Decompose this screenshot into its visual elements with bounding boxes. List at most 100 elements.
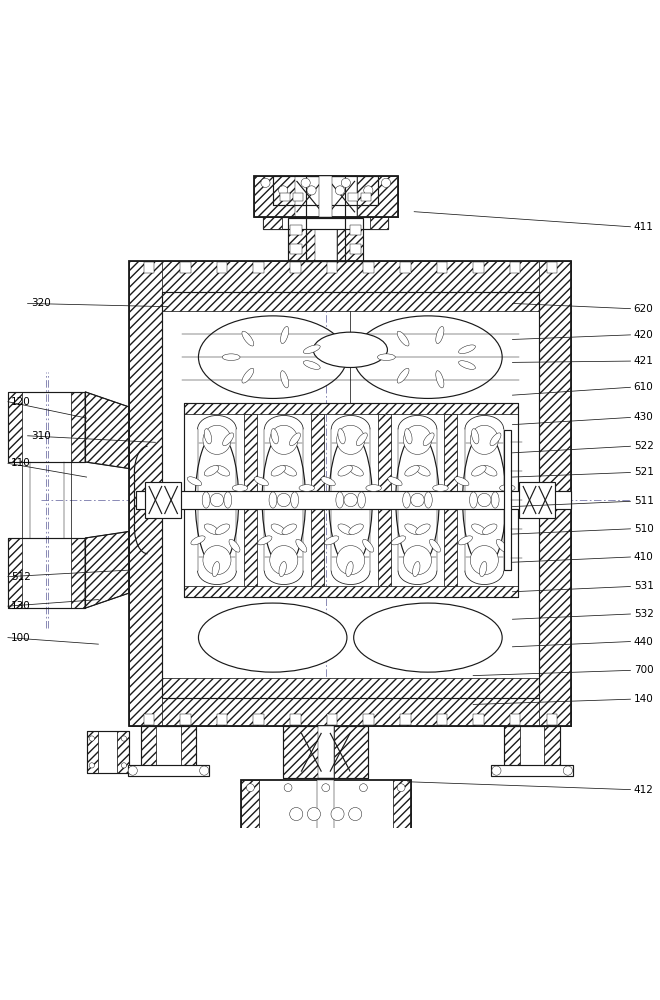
Ellipse shape (354, 603, 502, 672)
Bar (473, 262, 484, 273)
Bar (437, 262, 447, 273)
Bar (361, 193, 371, 201)
Polygon shape (85, 392, 129, 469)
Ellipse shape (304, 361, 320, 369)
Circle shape (246, 784, 254, 792)
Bar (510, 714, 520, 725)
Ellipse shape (412, 561, 420, 577)
Text: 420: 420 (634, 330, 653, 340)
Circle shape (331, 807, 344, 821)
Ellipse shape (436, 371, 444, 388)
Ellipse shape (479, 561, 487, 577)
Circle shape (277, 493, 290, 507)
Ellipse shape (291, 492, 298, 508)
Circle shape (492, 766, 501, 775)
Bar (232, 850, 269, 866)
Ellipse shape (296, 539, 307, 552)
Ellipse shape (304, 345, 320, 354)
Bar (217, 714, 227, 725)
Bar (217, 262, 227, 273)
Ellipse shape (405, 466, 419, 476)
Polygon shape (244, 414, 257, 586)
Circle shape (344, 493, 357, 507)
Bar (383, 850, 391, 866)
Ellipse shape (202, 492, 210, 508)
Ellipse shape (403, 546, 432, 575)
Ellipse shape (348, 466, 364, 476)
Bar (288, 218, 306, 261)
Ellipse shape (338, 524, 352, 534)
Text: 531: 531 (634, 581, 653, 591)
Ellipse shape (403, 492, 411, 508)
Bar (283, 726, 368, 778)
Circle shape (301, 178, 310, 187)
Ellipse shape (279, 561, 286, 577)
Text: 511: 511 (634, 496, 653, 506)
Ellipse shape (358, 492, 366, 508)
Circle shape (341, 178, 350, 187)
Ellipse shape (232, 485, 248, 491)
Polygon shape (183, 586, 517, 597)
Bar (145, 482, 182, 518)
Ellipse shape (215, 524, 230, 534)
Ellipse shape (204, 429, 212, 444)
Ellipse shape (354, 316, 502, 398)
Bar (306, 176, 315, 261)
Text: 620: 620 (634, 304, 653, 314)
Ellipse shape (455, 477, 469, 486)
Circle shape (322, 830, 329, 838)
Bar (240, 780, 259, 842)
Bar (253, 714, 264, 725)
Ellipse shape (270, 425, 298, 454)
Polygon shape (444, 414, 457, 586)
Bar (228, 865, 273, 873)
Ellipse shape (199, 603, 347, 672)
Bar (86, 731, 98, 773)
Circle shape (360, 784, 368, 792)
Bar (345, 218, 364, 261)
Ellipse shape (338, 429, 345, 444)
Ellipse shape (290, 433, 300, 446)
Polygon shape (539, 261, 572, 726)
Bar (364, 262, 374, 273)
Bar (290, 714, 300, 725)
Ellipse shape (229, 539, 240, 552)
Ellipse shape (204, 524, 219, 534)
Text: 510: 510 (634, 524, 653, 534)
Bar (136, 491, 572, 509)
Ellipse shape (405, 524, 419, 534)
Ellipse shape (191, 536, 205, 545)
Ellipse shape (282, 466, 296, 476)
Ellipse shape (471, 425, 498, 454)
Ellipse shape (397, 368, 409, 383)
Text: 310: 310 (31, 431, 51, 441)
Ellipse shape (366, 485, 381, 491)
Ellipse shape (500, 485, 515, 491)
Bar (383, 850, 420, 866)
Circle shape (199, 766, 209, 775)
Polygon shape (162, 292, 539, 311)
Bar (544, 726, 560, 767)
Ellipse shape (472, 524, 486, 534)
Polygon shape (378, 414, 391, 586)
Ellipse shape (482, 466, 497, 476)
Polygon shape (129, 261, 162, 726)
Circle shape (128, 766, 137, 775)
Text: 130: 130 (11, 601, 31, 611)
Bar (315, 176, 337, 261)
Ellipse shape (348, 524, 364, 534)
Circle shape (261, 178, 270, 187)
Ellipse shape (433, 485, 448, 491)
Bar (327, 262, 337, 273)
Ellipse shape (314, 332, 387, 367)
Ellipse shape (416, 524, 430, 534)
Bar (412, 850, 420, 866)
Polygon shape (8, 392, 22, 462)
Ellipse shape (195, 433, 239, 567)
Ellipse shape (337, 546, 365, 575)
Polygon shape (85, 531, 129, 608)
Bar (261, 850, 269, 866)
Ellipse shape (222, 354, 240, 360)
Polygon shape (129, 261, 572, 292)
Ellipse shape (405, 429, 412, 444)
